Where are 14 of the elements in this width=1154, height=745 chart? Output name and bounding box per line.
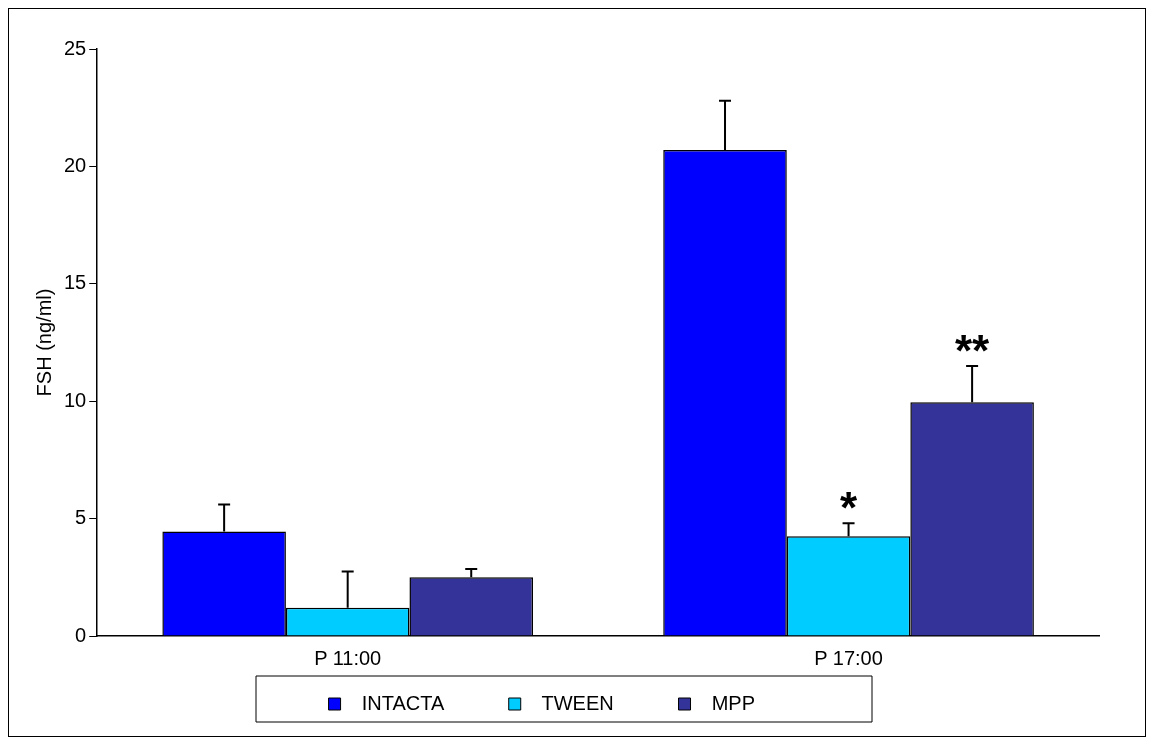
annotation: *	[840, 483, 858, 533]
y-axis-title: FSH (ng/ml)	[32, 288, 55, 397]
x-tick-label: P 17:00	[814, 646, 883, 669]
legend-label: INTACTA	[350, 691, 488, 714]
y-tick-label: 10	[64, 388, 87, 411]
legend-label: TWEEN	[530, 691, 659, 714]
y-tick-label: 5	[75, 506, 87, 529]
y-tick-label: 20	[64, 153, 87, 176]
y-tick-label: 15	[64, 271, 87, 294]
y-tick-label: 0	[75, 623, 87, 646]
annotation: **	[954, 326, 991, 376]
legend-label: MPP	[700, 691, 800, 714]
y-tick-label: 25	[64, 36, 87, 59]
x-tick-label: P 11:00	[314, 646, 382, 669]
